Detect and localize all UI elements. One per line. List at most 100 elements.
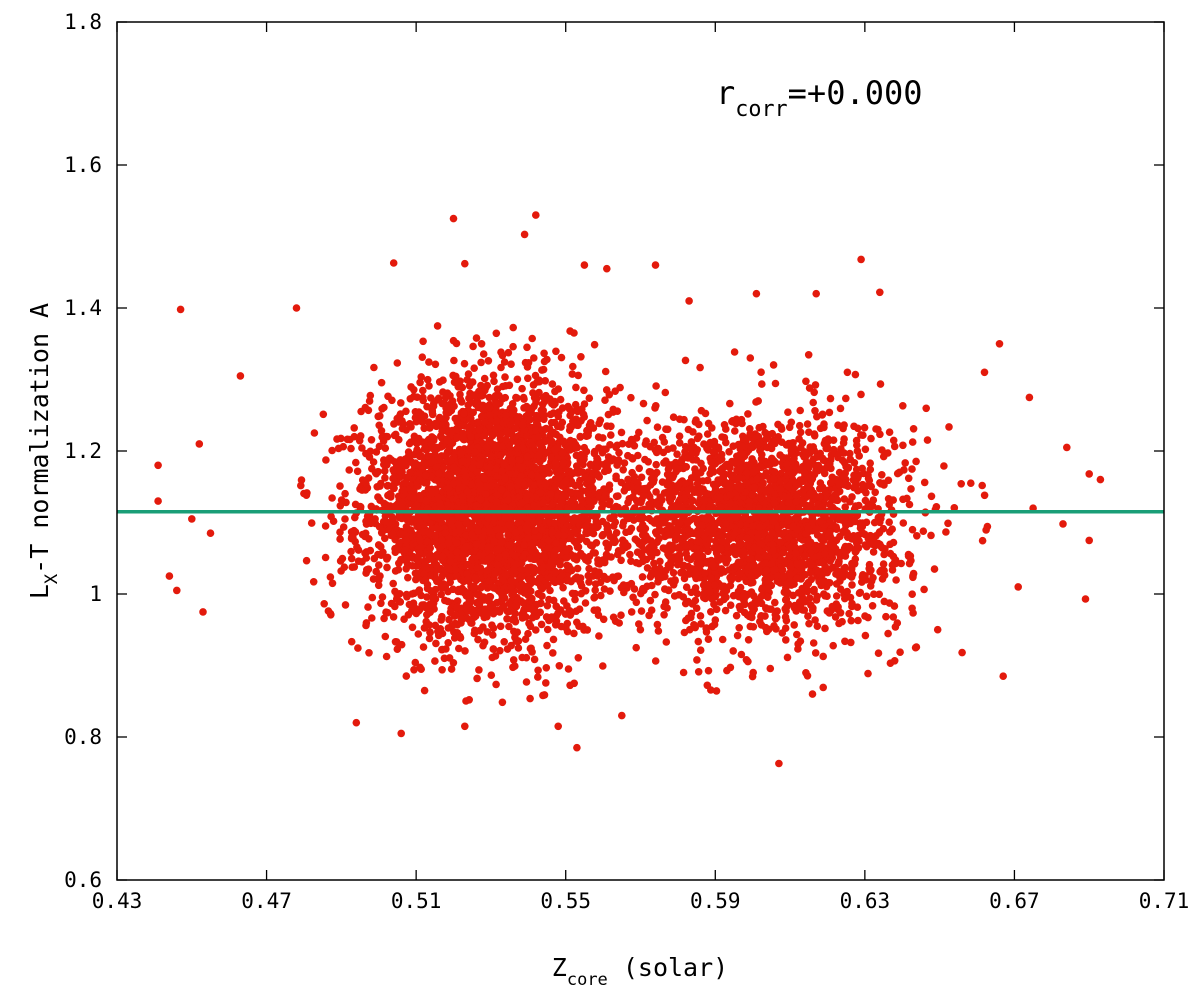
- data-point: [601, 396, 609, 405]
- data-point: [457, 514, 466, 522]
- data-point: [479, 350, 488, 358]
- data-point: [423, 610, 432, 618]
- data-point: [525, 576, 533, 584]
- data-point: [429, 594, 437, 602]
- data-point: [602, 550, 611, 559]
- data-point: [385, 454, 394, 463]
- data-point: [427, 587, 436, 595]
- data-point: [558, 449, 567, 458]
- data-point: [609, 405, 617, 414]
- data-point: [530, 655, 539, 664]
- data-point: [601, 367, 610, 376]
- data-point: [365, 397, 374, 405]
- data-point: [826, 394, 835, 403]
- data-point: [423, 593, 431, 601]
- data-point: [462, 542, 471, 551]
- data-point: [505, 381, 514, 390]
- data-point: [526, 415, 534, 424]
- data-point: [551, 387, 559, 396]
- data-point: [549, 576, 558, 584]
- data-point: [907, 485, 915, 493]
- data-point: [594, 470, 602, 479]
- data-point: [405, 420, 414, 428]
- data-point: [491, 392, 500, 400]
- data-point: [417, 373, 426, 381]
- data-point: [468, 464, 477, 472]
- data-point: [524, 374, 532, 383]
- data-point: [513, 375, 522, 384]
- data-point: [337, 567, 345, 575]
- data-point: [726, 581, 735, 590]
- data-point: [402, 537, 411, 545]
- data-point: [389, 613, 398, 621]
- data-point: [796, 428, 805, 437]
- data-point: [513, 394, 521, 402]
- data-point: [511, 551, 519, 560]
- data-point: [497, 588, 506, 596]
- data-point: [611, 387, 619, 396]
- data-point: [556, 606, 565, 614]
- data-point: [771, 379, 780, 388]
- data-point: [493, 385, 502, 394]
- data-point: [438, 666, 446, 674]
- data-point: [371, 468, 380, 477]
- data-point: [595, 419, 603, 428]
- data-point: [532, 626, 540, 634]
- data-point: [605, 390, 614, 399]
- data-point: [489, 609, 498, 618]
- data-point: [358, 530, 367, 539]
- data-point: [445, 484, 453, 493]
- data-point: [551, 546, 560, 555]
- data-point: [522, 524, 530, 533]
- data-point: [484, 357, 493, 365]
- data-point: [425, 621, 434, 629]
- data-point: [406, 395, 415, 403]
- data-point: [569, 517, 578, 526]
- data-point: [575, 622, 583, 630]
- data-point: [487, 452, 496, 461]
- data-point: [460, 359, 469, 368]
- data-point: [478, 582, 486, 591]
- data-point: [493, 417, 501, 425]
- data-point: [696, 646, 705, 654]
- data-point: [590, 340, 599, 349]
- data-point: [466, 424, 474, 433]
- data-point: [386, 490, 394, 498]
- data-point: [469, 408, 478, 417]
- data-point: [418, 601, 426, 609]
- data-point: [452, 539, 461, 547]
- data-point: [746, 354, 755, 362]
- data-point: [620, 459, 629, 467]
- data-point: [322, 456, 330, 464]
- data-point: [395, 467, 404, 475]
- data-point: [485, 577, 494, 585]
- data-point: [520, 541, 528, 549]
- data-point: [569, 362, 577, 371]
- data-point: [327, 512, 335, 521]
- data-point: [401, 546, 409, 554]
- data-point: [542, 437, 550, 445]
- data-point: [794, 645, 802, 653]
- data-point: [337, 496, 346, 504]
- data-point: [528, 613, 537, 622]
- data-point: [421, 575, 430, 584]
- data-point: [425, 358, 433, 366]
- data-point: [433, 322, 442, 330]
- data-point: [397, 555, 405, 564]
- data-point: [452, 339, 461, 348]
- data-point: [303, 489, 311, 497]
- data-point: [810, 430, 819, 438]
- data-point: [372, 448, 381, 456]
- data-point: [475, 599, 484, 608]
- data-point: [546, 586, 554, 595]
- data-point: [541, 480, 550, 488]
- data-point: [502, 411, 510, 419]
- data-point: [449, 371, 457, 380]
- data-point: [362, 554, 371, 562]
- data-point: [614, 492, 622, 500]
- data-point: [368, 614, 376, 622]
- data-point: [568, 370, 577, 378]
- data-point: [577, 495, 586, 504]
- data-point: [425, 634, 434, 643]
